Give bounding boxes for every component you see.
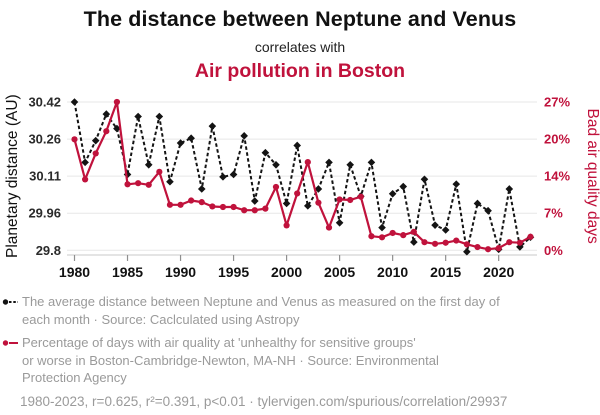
svg-text:1995: 1995 bbox=[218, 264, 249, 280]
dashed-series-marker-icon bbox=[2, 299, 18, 305]
secondary-title: Air pollution in Boston bbox=[194, 60, 406, 82]
svg-text:29.96: 29.96 bbox=[28, 206, 61, 221]
solid-series-marker-icon bbox=[2, 340, 18, 346]
svg-text:2020: 2020 bbox=[483, 264, 514, 280]
correlates-with-label: correlates with bbox=[254, 39, 346, 55]
svg-text:2010: 2010 bbox=[377, 264, 408, 280]
svg-text:0%: 0% bbox=[544, 243, 563, 258]
svg-text:Planetary distance (AU): Planetary distance (AU) bbox=[4, 94, 21, 258]
footer-stats: 1980-2023, r=0.625, r²=0.391, p<0.01 · t… bbox=[20, 393, 508, 409]
spurious-correlation-page: The distance between Neptune and Venus c… bbox=[0, 7, 600, 409]
svg-text:14%: 14% bbox=[544, 169, 570, 184]
title-block: The distance between Neptune and Venus c… bbox=[0, 7, 600, 87]
svg-text:30.42: 30.42 bbox=[28, 95, 61, 110]
svg-text:27%: 27% bbox=[544, 95, 570, 110]
svg-text:7%: 7% bbox=[544, 206, 563, 221]
page-title: The distance between Neptune and Venus bbox=[83, 7, 517, 31]
legend-label-neptune-venus: The average distance between Neptune and… bbox=[22, 294, 500, 327]
svg-text:2005: 2005 bbox=[324, 264, 355, 280]
legend-item-neptune-venus: The average distance between Neptune and… bbox=[2, 293, 600, 328]
legend-item-air-quality: Percentage of days with air quality at '… bbox=[2, 334, 600, 387]
chart-legend: The average distance between Neptune and… bbox=[2, 293, 600, 387]
svg-text:30.26: 30.26 bbox=[28, 132, 61, 147]
chart-canvas: 30.42 27% 30.26 20% 30.11 14% 29.96 7% 29.8 0% 198… bbox=[4, 94, 600, 280]
svg-text:29.8: 29.8 bbox=[36, 243, 61, 258]
svg-text:Bad air quality days: Bad air quality days bbox=[584, 109, 600, 245]
svg-text:1990: 1990 bbox=[165, 264, 196, 280]
svg-text:2000: 2000 bbox=[271, 264, 302, 280]
svg-text:20%: 20% bbox=[544, 132, 570, 147]
legend-label-air-quality: Percentage of days with air quality at '… bbox=[22, 335, 439, 385]
svg-text:30.11: 30.11 bbox=[29, 169, 61, 184]
svg-text:1985: 1985 bbox=[112, 264, 143, 280]
svg-text:1980: 1980 bbox=[59, 264, 90, 280]
svg-text:2015: 2015 bbox=[430, 264, 461, 280]
